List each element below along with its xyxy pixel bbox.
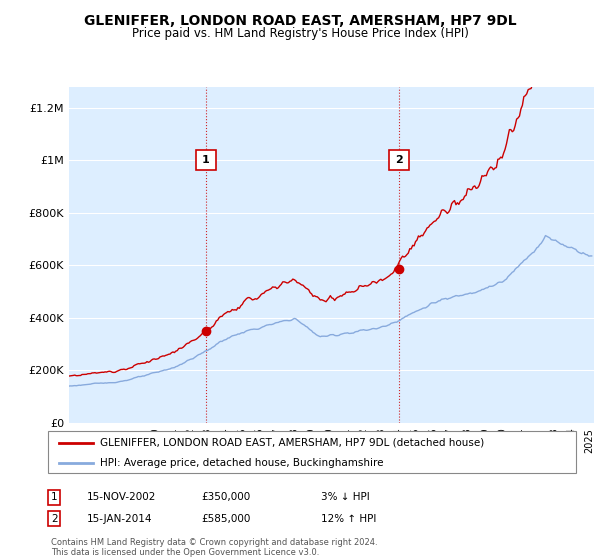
Text: 3% ↓ HPI: 3% ↓ HPI [321, 492, 370, 502]
Text: GLENIFFER, LONDON ROAD EAST, AMERSHAM, HP7 9DL: GLENIFFER, LONDON ROAD EAST, AMERSHAM, H… [83, 14, 517, 28]
Text: GLENIFFER, LONDON ROAD EAST, AMERSHAM, HP7 9DL (detached house): GLENIFFER, LONDON ROAD EAST, AMERSHAM, H… [100, 438, 484, 448]
Text: Price paid vs. HM Land Registry's House Price Index (HPI): Price paid vs. HM Land Registry's House … [131, 27, 469, 40]
Text: 12% ↑ HPI: 12% ↑ HPI [321, 514, 376, 524]
Text: Contains HM Land Registry data © Crown copyright and database right 2024.
This d: Contains HM Land Registry data © Crown c… [51, 538, 377, 557]
Text: 2: 2 [51, 514, 58, 524]
Text: 15-NOV-2002: 15-NOV-2002 [87, 492, 157, 502]
Text: 2: 2 [395, 155, 403, 165]
Text: HPI: Average price, detached house, Buckinghamshire: HPI: Average price, detached house, Buck… [100, 458, 384, 468]
Text: 1: 1 [51, 492, 58, 502]
Text: £350,000: £350,000 [201, 492, 250, 502]
Text: £585,000: £585,000 [201, 514, 250, 524]
Text: 15-JAN-2014: 15-JAN-2014 [87, 514, 152, 524]
Text: 1: 1 [202, 155, 209, 165]
